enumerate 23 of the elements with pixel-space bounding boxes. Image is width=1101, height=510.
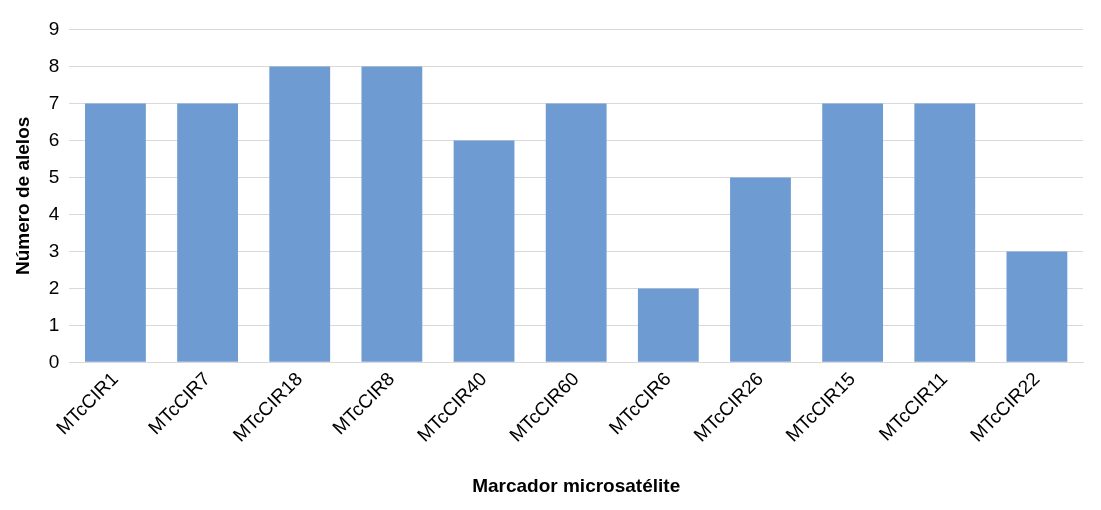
- y-tick-label: 8: [48, 54, 60, 76]
- x-axis-title: Marcador microsatélite: [472, 474, 681, 496]
- bar: [545, 103, 607, 362]
- y-tick-label: 4: [48, 202, 60, 224]
- y-tick-label: 2: [48, 276, 60, 298]
- y-tick-label: 5: [48, 165, 60, 187]
- bar: [361, 66, 423, 362]
- y-tick-label: 1: [48, 313, 60, 335]
- y-tick-label: 3: [48, 239, 60, 261]
- bar: [453, 140, 515, 362]
- y-tick-label: 0: [48, 350, 60, 372]
- y-tick-label: 9: [48, 17, 60, 39]
- y-tick-label: 6: [48, 128, 60, 150]
- y-tick-label: 7: [48, 91, 60, 113]
- bar: [1006, 251, 1068, 362]
- y-axis-title: Número de alelos: [11, 116, 33, 276]
- bar: [269, 66, 331, 362]
- bar: [637, 288, 699, 362]
- bar: [822, 103, 884, 362]
- bar: [85, 103, 146, 362]
- bar: [730, 177, 791, 362]
- bar: [177, 103, 238, 362]
- bar: [914, 103, 976, 362]
